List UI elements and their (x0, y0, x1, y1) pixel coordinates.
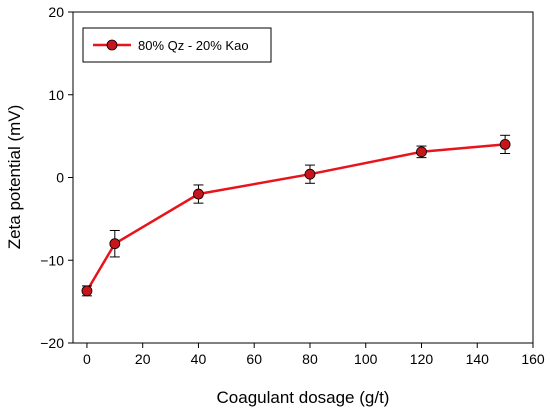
data-point (499, 138, 511, 150)
y-axis-title: Zeta potential (mV) (5, 105, 24, 250)
legend-label: 80% Qz - 20% Kao (138, 38, 249, 53)
x-tick-label: 140 (466, 351, 490, 367)
data-point (81, 285, 93, 297)
series-group (81, 134, 511, 297)
x-tick-label: 60 (246, 351, 262, 367)
y-tick-label: −20 (40, 335, 64, 351)
y-tick-label: −10 (40, 252, 64, 268)
series-line (85, 143, 506, 292)
x-tick-label: 20 (135, 351, 151, 367)
legend-marker-swatch (106, 39, 118, 51)
x-tick-label: 100 (354, 351, 378, 367)
data-point (416, 146, 427, 158)
x-tick-label: 80 (302, 351, 318, 367)
data-point (109, 238, 121, 250)
legend: 80% Qz - 20% Kao (82, 27, 272, 63)
x-tick-label: 160 (521, 351, 545, 367)
y-tick-label: 10 (48, 87, 64, 103)
x-tick-label: 120 (410, 351, 434, 367)
x-axis-title: Coagulant dosage (g/t) (217, 388, 390, 407)
data-point (304, 168, 316, 180)
tick-labels: 0 20 40 60 80 100 120 140 160 −20 −10 0 10 20 (40, 4, 545, 367)
y-tick-label: 20 (48, 4, 64, 20)
x-tick-label: 40 (191, 351, 207, 367)
x-tick-label: 0 (83, 351, 91, 367)
y-tick-label: 0 (56, 170, 64, 186)
plot-area (72, 11, 534, 344)
data-point (193, 188, 204, 200)
axis-ticks (68, 11, 534, 348)
